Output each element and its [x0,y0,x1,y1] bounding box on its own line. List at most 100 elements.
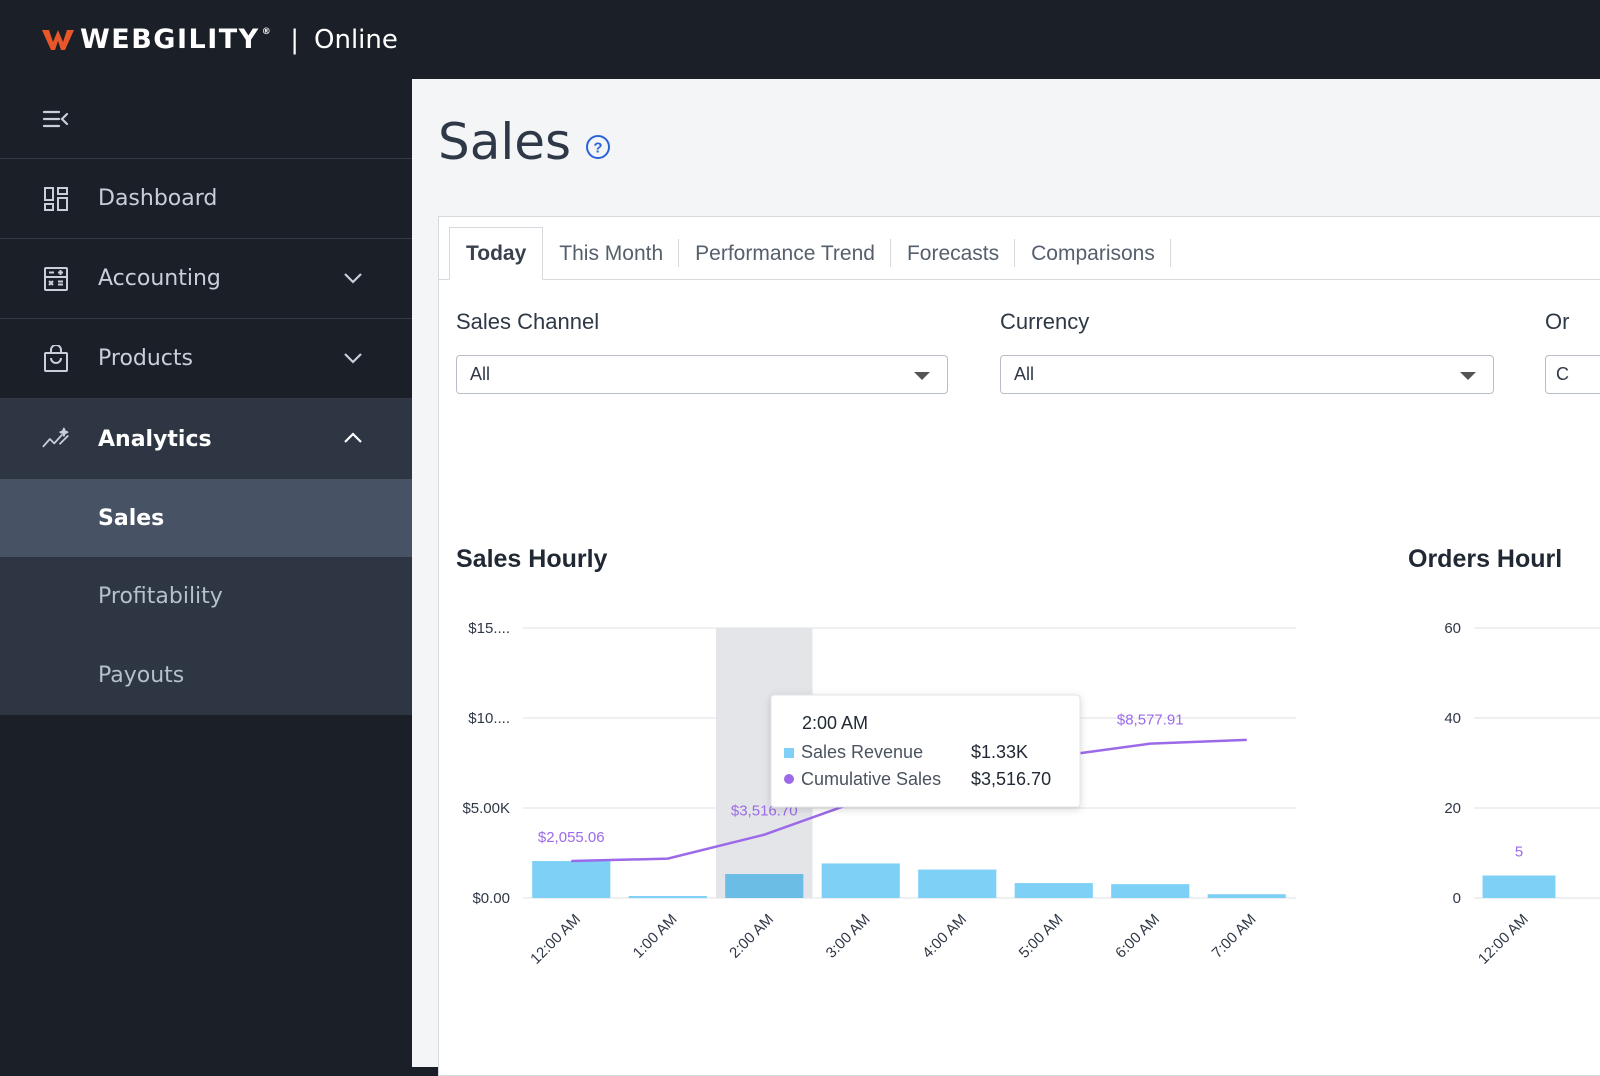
tooltip-title: 2:00 AM [802,713,868,733]
shopping-bag-icon [42,344,70,373]
sidebar-subitem-sales[interactable]: Sales [0,479,412,557]
tab-label: Today [466,241,527,265]
calculator-icon [42,265,70,293]
svg-text:?: ? [594,140,603,157]
tab-divider [889,239,891,267]
tab-divider [678,239,680,267]
x-tick-label: 1:00 AM [630,911,681,962]
sales-channel-select[interactable]: All [456,355,948,394]
data-label: $8,577.91 [1117,712,1184,729]
analytics-submenu: Sales Profitability Payouts [0,479,412,715]
third-filter: Or C [1545,309,1600,394]
tab-label: Forecasts [906,241,1000,265]
tab-label: Performance Trend [695,241,875,265]
tab-this-month[interactable]: This Month [543,227,680,280]
bar [821,863,900,898]
bar [1207,894,1286,898]
bar [725,874,804,898]
currency-select[interactable]: All [1000,355,1494,394]
tooltip-label: Cumulative Sales [801,769,941,789]
third-filter-select[interactable]: C [1545,355,1600,394]
third-filter-label: Or [1545,309,1570,334]
x-tick-label: 3:00 AM [823,911,874,962]
main-content: Sales ? Today This Month Performance Tre… [412,79,1600,1076]
tab-label: Comparisons [1031,241,1155,265]
y-tick-label: $5.00K [462,800,510,817]
bar [532,861,611,898]
tooltip-value: $3,516.70 [971,769,1051,789]
tab-divider [1169,239,1171,267]
tab-baseline [439,279,1600,280]
chart-tooltip: 2:00 AM Sales Revenue $1.33K Cumulative Sal… [770,694,1081,808]
x-tick-label: 5:00 AM [1016,911,1067,962]
tooltip-box [770,694,1081,808]
bar [1014,883,1093,898]
select-value: C [1556,364,1569,384]
sales-channel-filter: Sales Channel All [456,309,948,394]
orders-hourly-chart: 0 20 40 60 5 12:00 AM [1444,620,1600,968]
x-tick-label: 12:00 AM [1475,911,1532,968]
page-header: Sales ? [438,113,611,171]
chevron-down-icon [344,353,362,364]
bar [628,896,707,899]
help-icon[interactable]: ? [585,134,611,160]
x-tick-label: 7:00 AM [1209,911,1260,962]
sales-hourly-chart: $0.00 $5.00K $10.... $15.... $2,055.06 $3,516… [462,620,1296,968]
tab-bar: Today This Month Performance Trend Forec… [449,227,1171,280]
tab-performance-trend[interactable]: Performance Trend [679,227,891,280]
sales-hourly-title: Sales Hourly [456,545,608,573]
tooltip-swatch-sales-revenue [784,748,794,758]
sidebar-item-products[interactable]: Products [0,319,412,399]
y-tick-label: 40 [1444,710,1461,727]
page-title: Sales [438,113,572,171]
top-bar: WEBGILITY ® | Online [0,0,1600,79]
sidebar: Dashboard Accounting Products Analytics … [0,79,412,1067]
analytics-icon [42,425,70,453]
webgility-logo-icon [42,29,74,50]
currency-filter: Currency All [1000,309,1494,394]
bar [1111,884,1190,898]
collapse-menu-icon[interactable] [42,108,70,130]
x-tick-label: 6:00 AM [1112,911,1163,962]
tab-divider [1014,239,1016,267]
sidebar-collapse-row [0,79,412,159]
sales-channel-label: Sales Channel [456,309,600,334]
data-label: $2,055.06 [538,829,605,846]
chevron-down-icon [344,273,362,284]
bar [918,869,997,898]
y-tick-label: $10.... [468,710,510,727]
y-tick-label: 0 [1453,890,1461,907]
sidebar-item-dashboard[interactable]: Dashboard [0,159,412,239]
tab-forecasts[interactable]: Forecasts [891,227,1016,280]
x-tick-label: 4:00 AM [919,911,970,962]
tooltip-value: $1.33K [971,742,1028,762]
sidebar-item-accounting[interactable]: Accounting [0,239,412,319]
x-tick-label: 2:00 AM [726,911,777,962]
y-tick-label: $15.... [468,620,510,637]
tab-comparisons[interactable]: Comparisons [1015,227,1171,280]
sidebar-item-label: Products [98,346,193,371]
y-tick-label: 60 [1444,620,1461,637]
y-tick-label: $0.00 [472,890,510,907]
tab-label: This Month [559,241,664,265]
sidebar-subitem-profitability[interactable]: Profitability [98,584,223,609]
sidebar-item-label: Dashboard [98,186,218,211]
currency-label: Currency [1000,309,1090,334]
chevron-up-icon [344,432,362,443]
tooltip-label: Sales Revenue [801,742,923,762]
tooltip-swatch-cumulative-sales [784,774,794,784]
sidebar-item-analytics[interactable]: Analytics [0,399,412,479]
caret-down-icon [1460,372,1476,380]
sidebar-subitem-payouts[interactable]: Payouts [98,663,185,688]
brand-separator: | [290,24,299,55]
select-value: All [470,364,491,384]
brand-product: Online [314,24,398,55]
y-tick-label: 20 [1444,800,1461,817]
dashboard-icon [42,185,70,213]
tab-today[interactable]: Today [449,227,544,280]
sidebar-item-label: Accounting [98,266,221,291]
select-value: All [1014,364,1035,384]
sales-card: Today This Month Performance Trend Forec… [438,216,1600,1076]
brand-name: WEBGILITY ® [80,24,273,55]
caret-down-icon [914,372,930,380]
